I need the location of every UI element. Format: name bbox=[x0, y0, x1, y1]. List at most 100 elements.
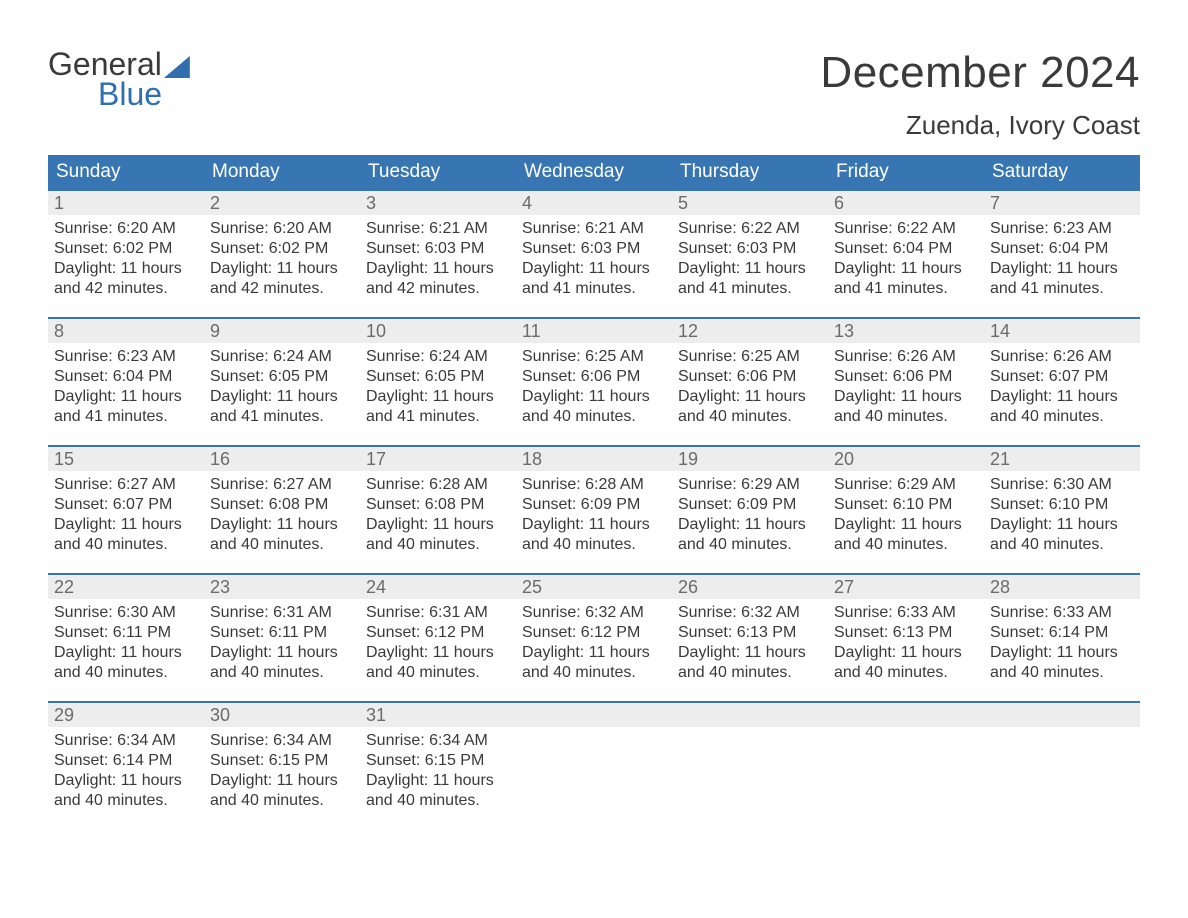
day-number: 10 bbox=[360, 319, 516, 343]
sunrise-line: Sunrise: 6:21 AM bbox=[522, 219, 666, 239]
day-cell: 1Sunrise: 6:20 AMSunset: 6:02 PMDaylight… bbox=[48, 191, 204, 299]
empty-daynum-bar bbox=[516, 703, 672, 727]
sunrise-line: Sunrise: 6:30 AM bbox=[990, 475, 1134, 495]
daylight-line: Daylight: 11 hours and 40 minutes. bbox=[522, 643, 666, 683]
empty-day-cell bbox=[828, 703, 984, 811]
daylight-line: Daylight: 11 hours and 40 minutes. bbox=[834, 515, 978, 555]
day-cell: 16Sunrise: 6:27 AMSunset: 6:08 PMDayligh… bbox=[204, 447, 360, 555]
day-detail: Sunrise: 6:29 AMSunset: 6:09 PMDaylight:… bbox=[672, 471, 828, 555]
day-detail: Sunrise: 6:32 AMSunset: 6:13 PMDaylight:… bbox=[672, 599, 828, 683]
day-detail: Sunrise: 6:22 AMSunset: 6:04 PMDaylight:… bbox=[828, 215, 984, 299]
sunrise-line: Sunrise: 6:28 AM bbox=[366, 475, 510, 495]
daylight-line: Daylight: 11 hours and 41 minutes. bbox=[54, 387, 198, 427]
day-detail: Sunrise: 6:31 AMSunset: 6:12 PMDaylight:… bbox=[360, 599, 516, 683]
day-number: 31 bbox=[360, 703, 516, 727]
day-number: 7 bbox=[984, 191, 1140, 215]
day-cell: 25Sunrise: 6:32 AMSunset: 6:12 PMDayligh… bbox=[516, 575, 672, 683]
day-cell: 3Sunrise: 6:21 AMSunset: 6:03 PMDaylight… bbox=[360, 191, 516, 299]
day-detail: Sunrise: 6:21 AMSunset: 6:03 PMDaylight:… bbox=[516, 215, 672, 299]
day-cell: 19Sunrise: 6:29 AMSunset: 6:09 PMDayligh… bbox=[672, 447, 828, 555]
day-cell: 30Sunrise: 6:34 AMSunset: 6:15 PMDayligh… bbox=[204, 703, 360, 811]
day-cell: 26Sunrise: 6:32 AMSunset: 6:13 PMDayligh… bbox=[672, 575, 828, 683]
day-cell: 2Sunrise: 6:20 AMSunset: 6:02 PMDaylight… bbox=[204, 191, 360, 299]
sunrise-line: Sunrise: 6:32 AM bbox=[522, 603, 666, 623]
day-cell: 10Sunrise: 6:24 AMSunset: 6:05 PMDayligh… bbox=[360, 319, 516, 427]
day-detail: Sunrise: 6:30 AMSunset: 6:11 PMDaylight:… bbox=[48, 599, 204, 683]
day-detail: Sunrise: 6:33 AMSunset: 6:14 PMDaylight:… bbox=[984, 599, 1140, 683]
day-number: 12 bbox=[672, 319, 828, 343]
sunrise-line: Sunrise: 6:27 AM bbox=[54, 475, 198, 495]
day-number: 8 bbox=[48, 319, 204, 343]
day-detail: Sunrise: 6:33 AMSunset: 6:13 PMDaylight:… bbox=[828, 599, 984, 683]
day-number: 3 bbox=[360, 191, 516, 215]
day-detail: Sunrise: 6:27 AMSunset: 6:07 PMDaylight:… bbox=[48, 471, 204, 555]
day-number: 18 bbox=[516, 447, 672, 471]
day-cell: 14Sunrise: 6:26 AMSunset: 6:07 PMDayligh… bbox=[984, 319, 1140, 427]
day-cell: 11Sunrise: 6:25 AMSunset: 6:06 PMDayligh… bbox=[516, 319, 672, 427]
day-detail: Sunrise: 6:22 AMSunset: 6:03 PMDaylight:… bbox=[672, 215, 828, 299]
empty-day-cell bbox=[984, 703, 1140, 811]
sunset-line: Sunset: 6:05 PM bbox=[210, 367, 354, 387]
weekday-header: Tuesday bbox=[360, 155, 516, 189]
sunset-line: Sunset: 6:14 PM bbox=[54, 751, 198, 771]
sunrise-line: Sunrise: 6:23 AM bbox=[54, 347, 198, 367]
sunrise-line: Sunrise: 6:22 AM bbox=[834, 219, 978, 239]
sunrise-line: Sunrise: 6:33 AM bbox=[990, 603, 1134, 623]
day-detail: Sunrise: 6:30 AMSunset: 6:10 PMDaylight:… bbox=[984, 471, 1140, 555]
day-cell: 7Sunrise: 6:23 AMSunset: 6:04 PMDaylight… bbox=[984, 191, 1140, 299]
day-cell: 31Sunrise: 6:34 AMSunset: 6:15 PMDayligh… bbox=[360, 703, 516, 811]
day-number: 28 bbox=[984, 575, 1140, 599]
weekday-header: Saturday bbox=[984, 155, 1140, 189]
sunset-line: Sunset: 6:10 PM bbox=[834, 495, 978, 515]
sunset-line: Sunset: 6:02 PM bbox=[54, 239, 198, 259]
daylight-line: Daylight: 11 hours and 40 minutes. bbox=[678, 643, 822, 683]
day-detail: Sunrise: 6:25 AMSunset: 6:06 PMDaylight:… bbox=[516, 343, 672, 427]
day-detail: Sunrise: 6:25 AMSunset: 6:06 PMDaylight:… bbox=[672, 343, 828, 427]
weekday-header-row: SundayMondayTuesdayWednesdayThursdayFrid… bbox=[48, 155, 1140, 189]
sunset-line: Sunset: 6:07 PM bbox=[54, 495, 198, 515]
day-number: 26 bbox=[672, 575, 828, 599]
day-detail: Sunrise: 6:32 AMSunset: 6:12 PMDaylight:… bbox=[516, 599, 672, 683]
sunrise-line: Sunrise: 6:28 AM bbox=[522, 475, 666, 495]
daylight-line: Daylight: 11 hours and 40 minutes. bbox=[366, 515, 510, 555]
day-detail: Sunrise: 6:23 AMSunset: 6:04 PMDaylight:… bbox=[984, 215, 1140, 299]
day-cell: 15Sunrise: 6:27 AMSunset: 6:07 PMDayligh… bbox=[48, 447, 204, 555]
empty-daynum-bar bbox=[828, 703, 984, 727]
sunrise-line: Sunrise: 6:26 AM bbox=[834, 347, 978, 367]
sunset-line: Sunset: 6:06 PM bbox=[834, 367, 978, 387]
sunrise-line: Sunrise: 6:22 AM bbox=[678, 219, 822, 239]
day-number: 20 bbox=[828, 447, 984, 471]
sunset-line: Sunset: 6:11 PM bbox=[54, 623, 198, 643]
day-cell: 21Sunrise: 6:30 AMSunset: 6:10 PMDayligh… bbox=[984, 447, 1140, 555]
sunrise-line: Sunrise: 6:23 AM bbox=[990, 219, 1134, 239]
day-cell: 12Sunrise: 6:25 AMSunset: 6:06 PMDayligh… bbox=[672, 319, 828, 427]
sunrise-line: Sunrise: 6:24 AM bbox=[366, 347, 510, 367]
day-detail: Sunrise: 6:34 AMSunset: 6:15 PMDaylight:… bbox=[204, 727, 360, 811]
sunrise-line: Sunrise: 6:21 AM bbox=[366, 219, 510, 239]
daylight-line: Daylight: 11 hours and 41 minutes. bbox=[990, 259, 1134, 299]
sunset-line: Sunset: 6:12 PM bbox=[366, 623, 510, 643]
sunset-line: Sunset: 6:09 PM bbox=[522, 495, 666, 515]
daylight-line: Daylight: 11 hours and 40 minutes. bbox=[834, 387, 978, 427]
weekday-header: Sunday bbox=[48, 155, 204, 189]
day-number: 6 bbox=[828, 191, 984, 215]
daylight-line: Daylight: 11 hours and 41 minutes. bbox=[522, 259, 666, 299]
sunset-line: Sunset: 6:02 PM bbox=[210, 239, 354, 259]
daylight-line: Daylight: 11 hours and 41 minutes. bbox=[210, 387, 354, 427]
day-cell: 22Sunrise: 6:30 AMSunset: 6:11 PMDayligh… bbox=[48, 575, 204, 683]
daylight-line: Daylight: 11 hours and 40 minutes. bbox=[990, 643, 1134, 683]
empty-day-cell bbox=[672, 703, 828, 811]
sunrise-line: Sunrise: 6:29 AM bbox=[678, 475, 822, 495]
page: General Blue December 2024 Zuenda, Ivory… bbox=[0, 0, 1188, 918]
day-detail: Sunrise: 6:28 AMSunset: 6:09 PMDaylight:… bbox=[516, 471, 672, 555]
day-cell: 6Sunrise: 6:22 AMSunset: 6:04 PMDaylight… bbox=[828, 191, 984, 299]
daylight-line: Daylight: 11 hours and 40 minutes. bbox=[678, 515, 822, 555]
sunset-line: Sunset: 6:12 PM bbox=[522, 623, 666, 643]
day-number: 17 bbox=[360, 447, 516, 471]
day-number: 14 bbox=[984, 319, 1140, 343]
daylight-line: Daylight: 11 hours and 42 minutes. bbox=[210, 259, 354, 299]
sunset-line: Sunset: 6:15 PM bbox=[210, 751, 354, 771]
day-cell: 17Sunrise: 6:28 AMSunset: 6:08 PMDayligh… bbox=[360, 447, 516, 555]
day-cell: 20Sunrise: 6:29 AMSunset: 6:10 PMDayligh… bbox=[828, 447, 984, 555]
day-cell: 9Sunrise: 6:24 AMSunset: 6:05 PMDaylight… bbox=[204, 319, 360, 427]
